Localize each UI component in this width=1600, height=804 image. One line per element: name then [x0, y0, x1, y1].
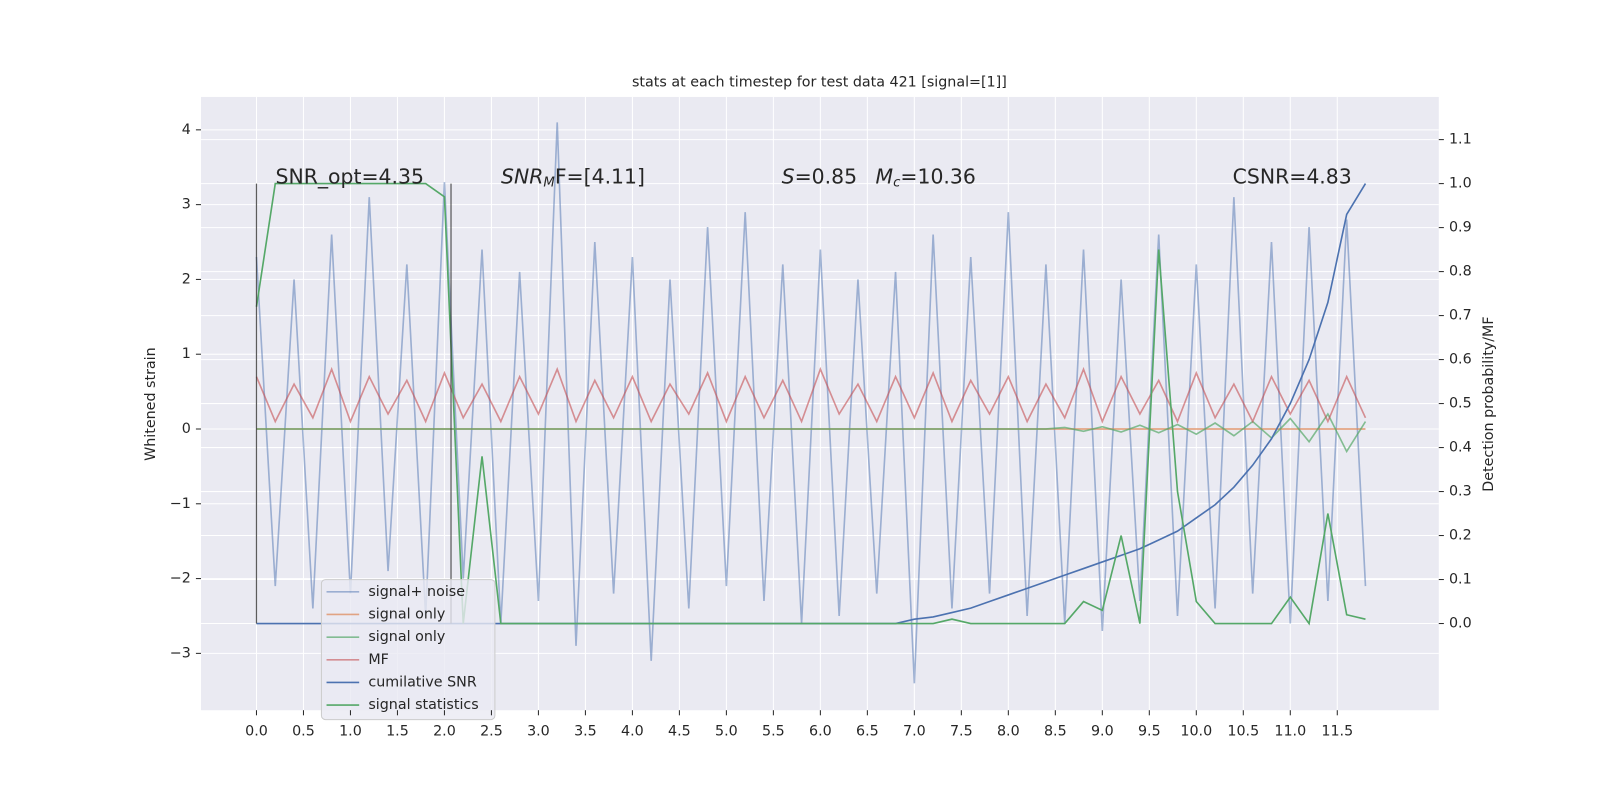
series-line [256, 412, 1367, 454]
series-line [255, 182, 1366, 626]
y2-tick-label: 0.7 [1449, 308, 1472, 324]
y2-tick-label: 1.1 [1449, 132, 1472, 148]
x-tick-label: 6.0 [809, 724, 832, 740]
x-tick-label: 7.5 [950, 724, 973, 740]
annotation-part: M [543, 176, 555, 191]
y-tick-label: 2 [182, 271, 191, 287]
y2-tick-label: 0.5 [1449, 396, 1472, 412]
annotation: SNR_opt=4.35 [276, 165, 424, 190]
annotation: Mc=10.36 [876, 165, 976, 191]
legend-label: cumilative SNR [368, 674, 476, 690]
annotation: CSNR=4.83 [1233, 165, 1352, 189]
x-tick-label: 5.0 [715, 724, 738, 740]
x-tick-label: 11.5 [1321, 724, 1353, 740]
annotation-part: S [782, 165, 795, 189]
legend-label: signal only [368, 629, 445, 645]
legend-label: signal statistics [368, 697, 478, 713]
annotation-part: c [893, 176, 901, 191]
y-tick-label: −2 [170, 571, 191, 587]
annotation-part: =0.85 [795, 165, 858, 189]
annotation-part: M [876, 165, 894, 189]
x-tick-label: 10.5 [1227, 724, 1259, 740]
x-tick-label: 0.5 [292, 724, 315, 740]
x-tick-label: 1.5 [386, 724, 409, 740]
y-tick-label: 3 [182, 197, 191, 213]
x-tick-label: 10.0 [1180, 724, 1212, 740]
y-tick-label: 0 [182, 421, 191, 437]
x-tick-label: 6.5 [856, 724, 879, 740]
legend-label: MF [368, 652, 389, 668]
y-axis-label: Whitened strain [143, 347, 159, 461]
x-tick-label: 9.5 [1138, 724, 1161, 740]
x-tick-label: 2.5 [480, 724, 503, 740]
chart-title: stats at each timestep for test data 421… [632, 75, 1007, 91]
annotation-part: F=[4.11] [555, 165, 645, 189]
y-tick-label: 1 [182, 346, 191, 362]
y2-tick-label: 0.2 [1449, 528, 1472, 544]
y2-tick-label: 1.0 [1449, 176, 1472, 192]
annotation-part: SNR [501, 165, 543, 189]
x-tick-label: 9.0 [1091, 724, 1114, 740]
legend-box [320, 579, 496, 721]
legend-label: signal+ noise [368, 584, 465, 600]
x-tick-label: 7.0 [903, 724, 926, 740]
x-tick-label: 0.0 [245, 724, 268, 740]
y2-tick-label: 0.6 [1449, 352, 1472, 368]
series-line [255, 366, 1367, 424]
y-tick-label: −1 [170, 496, 191, 512]
x-tick-label: 2.0 [433, 724, 456, 740]
x-tick-label: 5.5 [762, 724, 785, 740]
y-tick-label: −3 [170, 645, 191, 661]
annotation-part: =10.36 [900, 165, 975, 189]
x-tick-label: 1.0 [339, 724, 362, 740]
x-tick-label: 8.0 [997, 724, 1020, 740]
y2-tick-label: 0.4 [1449, 440, 1472, 456]
x-tick-label: 11.0 [1274, 724, 1306, 740]
marks [255, 122, 1367, 684]
x-tick-label: 4.5 [668, 724, 691, 740]
x-tick-label: 3.0 [527, 724, 550, 740]
legend-label: signal only [368, 606, 445, 622]
annotation: S=0.85 [782, 165, 857, 189]
y-tick-label: 4 [182, 122, 191, 138]
x-tick-label: 8.5 [1044, 724, 1067, 740]
y2-tick-label: 0.3 [1449, 484, 1472, 500]
y2-axis-label: Detection probability/MF [1481, 316, 1497, 491]
series-line [255, 122, 1367, 684]
legend: signal+ noise signal only signal only MF cum… [320, 579, 496, 721]
x-tick-label: 4.0 [621, 724, 644, 740]
x-tick-label: 3.5 [574, 724, 597, 740]
y2-tick-label: 0.1 [1449, 572, 1472, 588]
y2-tick-label: 0.8 [1449, 264, 1472, 280]
y2-tick-label: 0.0 [1449, 616, 1472, 632]
y2-tick-label: 0.9 [1449, 220, 1472, 236]
annotation: SNRMF=[4.11] [501, 165, 645, 191]
